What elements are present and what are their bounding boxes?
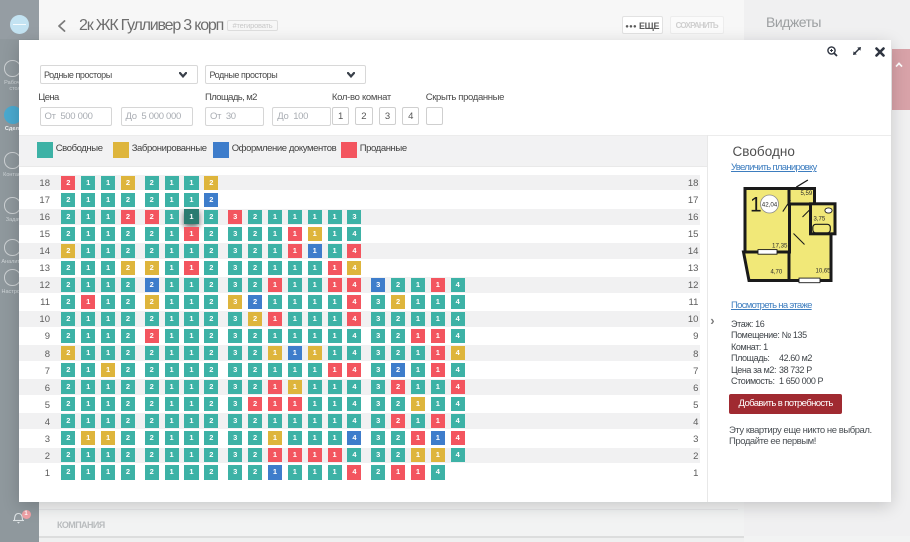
svg-text:42,04: 42,04 <box>762 201 778 208</box>
svg-text:1: 1 <box>750 193 762 216</box>
svg-text:17,35: 17,35 <box>772 242 788 249</box>
svg-text:3,75: 3,75 <box>814 216 826 222</box>
svg-text:4,70: 4,70 <box>771 269 783 275</box>
svg-text:5,59: 5,59 <box>801 191 813 197</box>
svg-text:10,65: 10,65 <box>816 268 832 274</box>
